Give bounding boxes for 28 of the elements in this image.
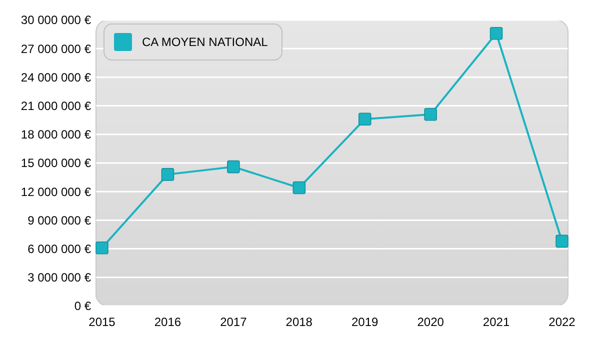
point bbox=[424, 108, 437, 121]
x-tick-label: 2018 bbox=[286, 315, 313, 329]
x-tick-label: 2016 bbox=[154, 315, 182, 329]
x-tick-label: 2021 bbox=[482, 315, 510, 329]
y-tick-label: 15 000 000 € bbox=[20, 156, 92, 170]
x-tick-label: 2019 bbox=[352, 315, 379, 329]
point bbox=[292, 181, 306, 194]
point bbox=[490, 26, 503, 40]
y-tick-label: 21 000 000 € bbox=[20, 99, 92, 113]
y-tick-label: 0 € bbox=[74, 299, 92, 314]
point bbox=[96, 241, 108, 254]
y-tick-label: 24 000 000 € bbox=[20, 70, 92, 84]
legend-label: CA MOYEN NATIONAL bbox=[142, 35, 268, 50]
point bbox=[358, 112, 372, 126]
point bbox=[161, 168, 174, 181]
x-tick-label: 2017 bbox=[220, 315, 248, 329]
y-tick-label: 3 000 000 € bbox=[28, 270, 92, 285]
point bbox=[556, 234, 568, 248]
y-tick-label: 6 000 000 € bbox=[28, 242, 92, 256]
x-tick-label: 2015 bbox=[88, 315, 116, 329]
y-tick-label: 12 000 000 € bbox=[20, 184, 92, 199]
y-tick-label: 30 000 000 € bbox=[20, 13, 92, 28]
y-tick-label: 9 000 000 € bbox=[28, 213, 92, 228]
y-tick-label: 27 000 000 € bbox=[20, 42, 92, 56]
point bbox=[227, 160, 240, 174]
x-tick-label: 2020 bbox=[417, 315, 444, 329]
x-tick-label: 2022 bbox=[548, 315, 576, 329]
y-tick-label: 18 000 000 € bbox=[20, 128, 92, 142]
